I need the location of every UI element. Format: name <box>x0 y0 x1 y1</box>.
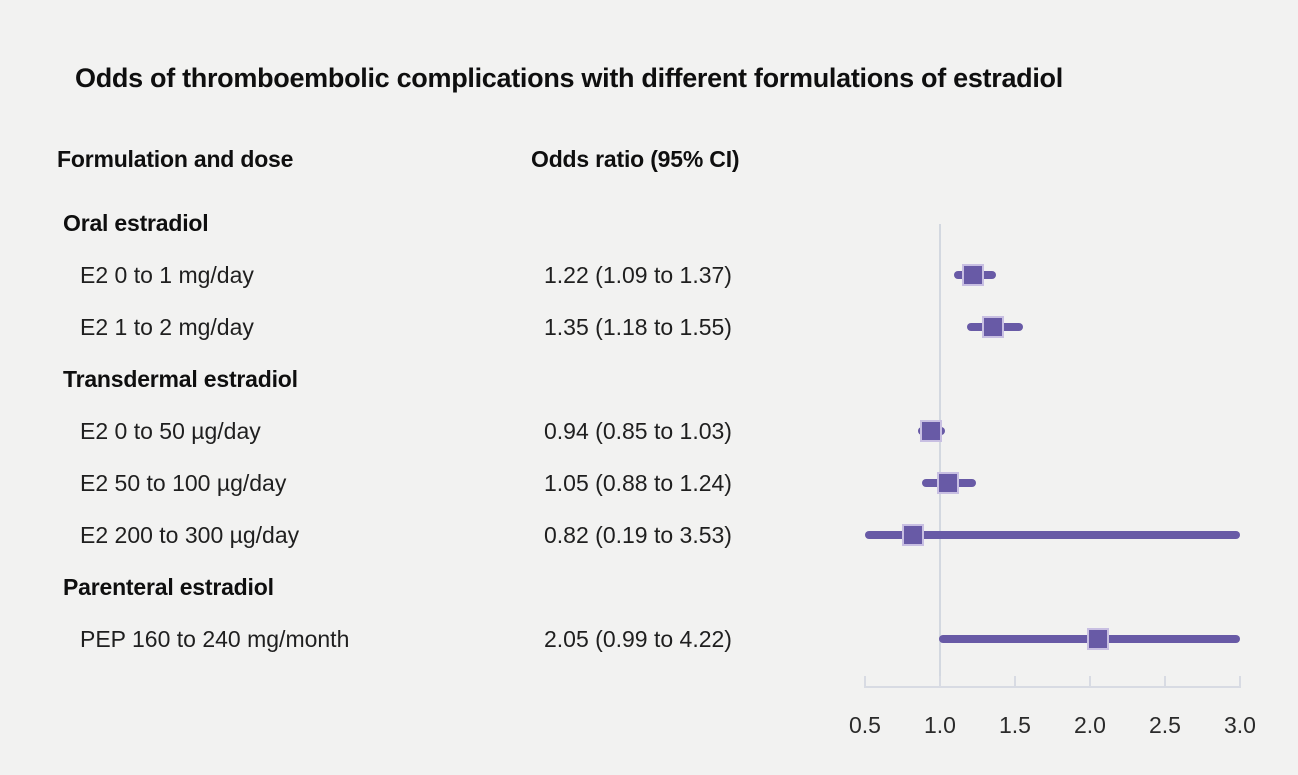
x-tick-label: 0.5 <box>849 712 881 738</box>
confidence-interval-line <box>865 531 1240 539</box>
row-label: E2 0 to 1 mg/day <box>80 262 254 288</box>
odds-ratio-value: 2.05 (0.99 to 4.22) <box>544 626 732 652</box>
x-axis-tick <box>1014 676 1016 686</box>
x-tick-label: 1.0 <box>924 712 956 738</box>
x-tick-label: 2.0 <box>1074 712 1106 738</box>
point-estimate-marker <box>1086 628 1109 650</box>
x-axis-tick <box>939 676 941 686</box>
row-label: E2 1 to 2 mg/day <box>80 314 254 340</box>
group-label: Parenteral estradiol <box>63 574 274 600</box>
x-tick-label: 2.5 <box>1149 712 1181 738</box>
x-axis-tick <box>1239 676 1241 686</box>
point-estimate-marker <box>920 420 942 442</box>
group-label: Oral estradiol <box>63 210 209 236</box>
odds-ratio-value: 1.22 (1.09 to 1.37) <box>544 262 732 288</box>
point-estimate-marker <box>981 316 1004 338</box>
odds-ratio-value: 0.82 (0.19 to 3.53) <box>544 522 732 548</box>
group-label: Transdermal estradiol <box>63 366 298 392</box>
point-estimate-marker <box>962 264 984 286</box>
chart-title: Odds of thromboembolic complications wit… <box>75 63 1063 93</box>
x-axis-line <box>864 686 1241 688</box>
x-tick-label: 3.0 <box>1224 712 1256 738</box>
x-axis-tick <box>1164 676 1166 686</box>
row-label: E2 50 to 100 µg/day <box>80 470 287 496</box>
column-header-formulation: Formulation and dose <box>57 146 294 172</box>
row-label: E2 0 to 50 µg/day <box>80 418 261 444</box>
row-label: PEP 160 to 240 mg/month <box>80 626 350 652</box>
odds-ratio-value: 0.94 (0.85 to 1.03) <box>544 418 732 444</box>
x-axis-tick <box>864 676 866 686</box>
row-label: E2 200 to 300 µg/day <box>80 522 300 548</box>
point-estimate-marker <box>902 524 924 546</box>
odds-ratio-value: 1.35 (1.18 to 1.55) <box>544 314 732 340</box>
point-estimate-marker <box>936 472 959 494</box>
x-tick-label: 1.5 <box>999 712 1031 738</box>
odds-ratio-value: 1.05 (0.88 to 1.24) <box>544 470 732 496</box>
x-axis-tick <box>1089 676 1091 686</box>
reference-line-or-1 <box>939 224 941 688</box>
column-header-odds-ratio: Odds ratio (95% CI) <box>531 146 740 172</box>
